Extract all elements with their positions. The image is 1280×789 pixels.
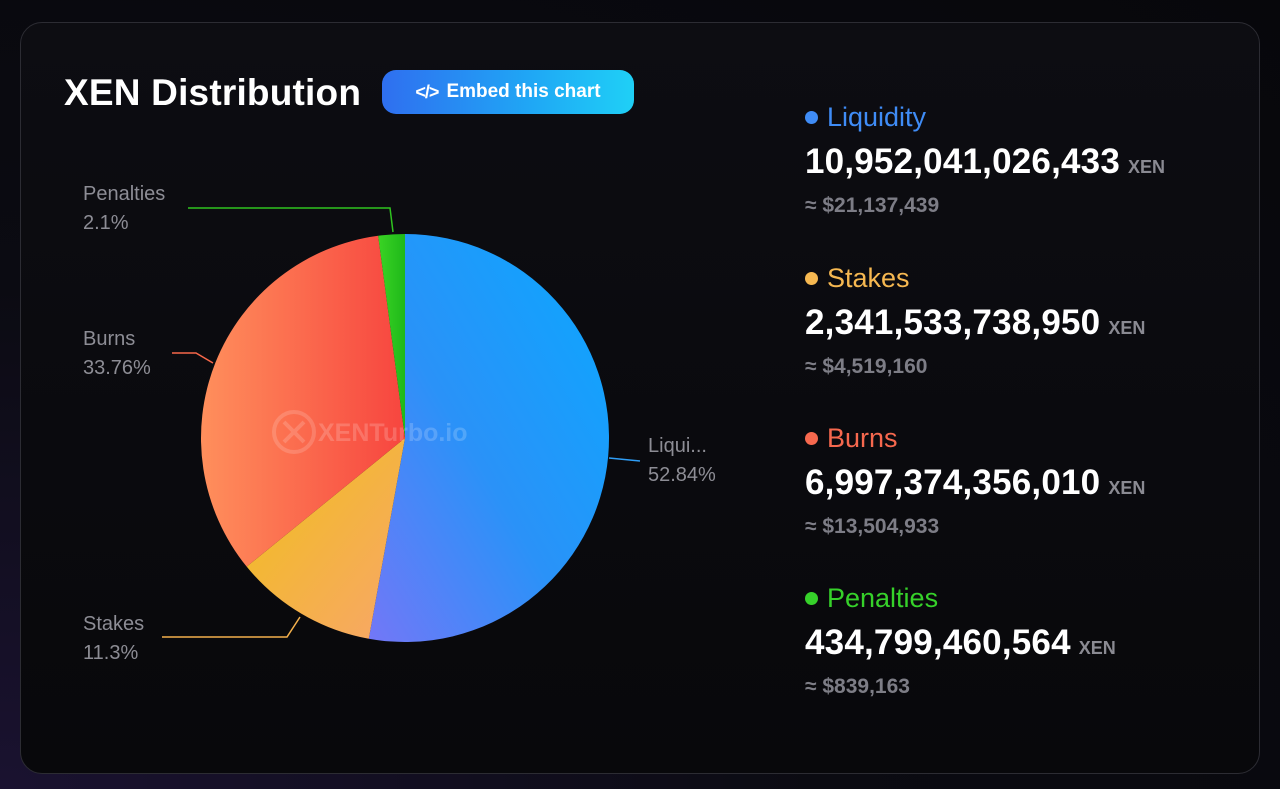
amount-row: 10,952,041,026,433 XEN [805,142,1245,189]
legend-label: Stakes [827,263,910,293]
amount-row: 2,341,533,738,950 XEN [805,303,1245,350]
embed-chart-label: Embed this chart [446,81,601,102]
legend-label: Penalties [827,583,939,613]
leader-line-stakes [162,616,301,638]
xen-amount: 2,341,533,738,950 [805,303,1101,342]
code-icon: </> [415,81,439,102]
slice-label-percent: 11.3% [83,642,138,664]
embed-chart-button[interactable]: </> Embed this chart [382,70,634,114]
legend-label: Liquidity [827,102,927,132]
pie-slice-liquidity[interactable] [368,234,610,642]
pie-slice-penalties[interactable] [378,234,405,438]
legend-name-row: Stakes [805,261,1245,295]
slice-label-name: Penalties [83,183,165,205]
legend-item-penalties: Penalties 434,799,460,564 XEN ≈ $839,163 [805,581,1245,700]
xenturbo-logo-icon [272,410,316,454]
xen-unit: XEN [1108,318,1146,338]
legend-name-row: Penalties [805,581,1245,615]
legend-name-row: Burns [805,421,1245,455]
usd-value: ≈ $4,519,160 [805,355,928,378]
amount-row: 6,997,374,356,010 XEN [805,463,1245,510]
slice-label-name: Liqui... [648,435,707,457]
slice-label-percent: 2.1% [83,212,129,234]
legend-name-row: Liquidity [805,100,1245,134]
xen-amount: 10,952,041,026,433 [805,142,1121,181]
legend-label: Burns [827,423,898,453]
pie-slice-stakes[interactable] [246,438,405,639]
stakes-dot-icon [805,271,818,285]
slice-label-percent: 52.84% [648,464,716,486]
legend-item-stakes: Stakes 2,341,533,738,950 XEN ≈ $4,519,160 [805,261,1245,380]
xenturbo-logo-cross [282,420,306,444]
xen-unit: XEN [1108,478,1146,498]
page-title: XEN Distribution [64,72,362,113]
watermark: XENTurbo.io [272,410,468,454]
slice-label-name: Stakes [83,613,144,635]
watermark-text: XENTurbo.io [318,419,468,447]
amount-row: 434,799,460,564 XEN [805,623,1245,670]
liquidity-dot-icon [805,110,818,124]
usd-value: ≈ $13,504,933 [805,515,940,538]
xen-unit: XEN [1128,157,1166,177]
pie-slice-burns[interactable] [200,235,405,567]
leader-line-burns [172,352,214,364]
xen-amount: 6,997,374,356,010 [805,463,1101,502]
penalties-dot-icon [805,591,818,605]
legend-item-burns: Burns 6,997,374,356,010 XEN ≈ $13,504,933 [805,421,1245,540]
leader-line-liquidity [608,457,641,462]
leader-line-penalties [188,207,394,233]
usd-value: ≈ $21,137,439 [805,194,940,217]
pie-chart: Liqui... 52.84% Stakes 11.3% Burns 33.76% Pena… [83,183,716,664]
slice-label-name: Burns [83,328,135,350]
legend-item-liquidity: Liquidity 10,952,041,026,433 XEN ≈ $21,13… [805,100,1245,219]
xen-amount: 434,799,460,564 [805,623,1071,662]
burns-dot-icon [805,431,818,445]
usd-value: ≈ $839,163 [805,675,910,698]
slice-label-percent: 33.76% [83,357,151,379]
xen-unit: XEN [1078,638,1116,658]
